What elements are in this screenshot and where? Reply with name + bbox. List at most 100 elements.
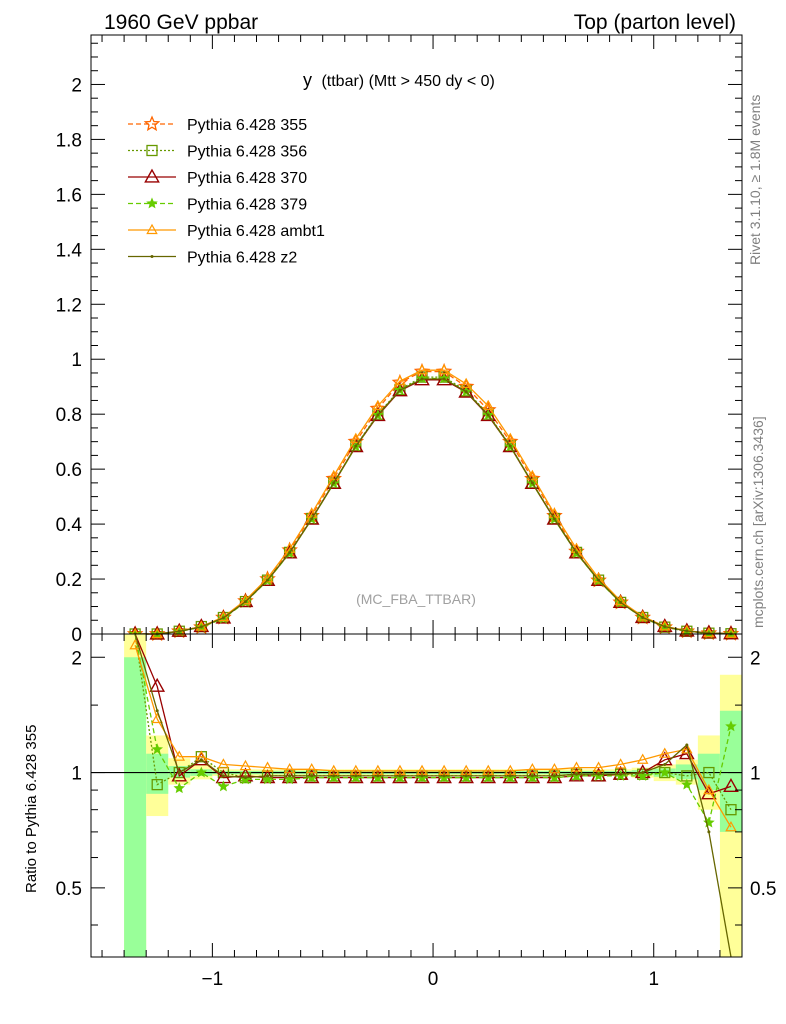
ratio-point-s379: [681, 778, 693, 790]
ratio-series-line-s379: [134, 633, 732, 825]
data-point-ambt1: [482, 399, 494, 411]
legend: Pythia 6.428 355 Pythia 6.428 356 Pythia 6…: [128, 115, 325, 267]
ratio-plot-area: [91, 633, 742, 958]
main-panel: 0 0.2 0.4 0.6 0.8 1 1.2 1.4 1.6 1.8 2 y (ttbar) (M…: [56, 34, 743, 646]
legend-label-s355: Pythia 6.428 355: [187, 117, 307, 134]
ratio-point-ambt1: [592, 761, 605, 772]
ratio-point-z2: [641, 771, 645, 775]
legend-marker-s379: [146, 197, 158, 209]
ratio-y-tick-label-right: 0.5: [750, 879, 776, 900]
ratio-point-ambt1: [548, 763, 561, 774]
ratio-point-s379: [151, 743, 164, 755]
data-point-z2: [552, 517, 556, 521]
ratio-y-tick-label-right: 2: [750, 648, 761, 669]
data-point-ambt1: [725, 627, 737, 638]
ratio-point-z2: [288, 774, 292, 778]
ratio-point-z2: [199, 758, 203, 762]
data-point-z2: [619, 600, 623, 604]
legend-label-z2: Pythia 6.428 z2: [187, 250, 297, 267]
ratio-x-ticks: −1 0 1: [101, 634, 721, 990]
legend-marker-z2: [150, 255, 154, 258]
ratio-point-ambt1: [504, 764, 517, 776]
plot-title: y (ttbar) (Mtt > 450 dy < 0): [303, 70, 495, 90]
ratio-point-ambt1: [658, 747, 671, 758]
ratio-point-s379: [173, 782, 185, 794]
ratio-point-z2: [486, 774, 490, 778]
ratio-point-ambt1: [350, 764, 362, 776]
data-point-z2: [243, 600, 247, 604]
ratio-point-ambt1: [526, 763, 539, 774]
data-point-z2: [641, 616, 645, 620]
data-point-z2: [398, 388, 402, 392]
y-tick-label: 1: [71, 350, 82, 371]
x-tick-label: 0: [428, 969, 439, 990]
data-point-z2: [663, 625, 667, 629]
ratio-point-s379: [283, 773, 296, 785]
x-tick-label: 1: [648, 969, 659, 990]
ratio-y-tick-label: 1: [71, 764, 82, 785]
y-tick-label: 1.6: [56, 185, 82, 206]
ratio-point-ambt1: [394, 764, 406, 776]
ratio-point-z2: [685, 743, 689, 747]
data-point-ambt1: [438, 363, 450, 375]
ratio-panel: 0.5 0.5 1 1 2 2 −1 0 1 Ratio to Pythia 6.428 35…: [23, 633, 776, 990]
data-point-z2: [530, 481, 534, 485]
ratio-point-s370: [612, 765, 629, 780]
ratio-point-s370: [723, 777, 739, 793]
ratio-point-z2: [530, 774, 534, 778]
ratio-point-z2: [266, 774, 270, 778]
ratio-point-s356: [703, 766, 715, 779]
data-point-ambt1: [504, 432, 517, 444]
mcplots-label: mcplots.cern.ch [arXiv:1306.3436]: [750, 416, 766, 628]
y-tick-label: 1.4: [56, 240, 83, 261]
data-point-z2: [685, 629, 689, 633]
data-point-z2: [420, 377, 424, 381]
y-tick-label: 1.2: [56, 295, 82, 316]
legend-label-ambt1: Pythia 6.428 ambt1: [187, 223, 325, 240]
ratio-point-ambt1: [438, 764, 450, 776]
data-point-ambt1: [305, 507, 318, 518]
ratio-point-z2: [221, 774, 225, 778]
ratio-point-z2: [442, 774, 446, 778]
data-point-z2: [199, 625, 203, 629]
data-point-ambt1: [394, 374, 406, 386]
data-point-z2: [288, 551, 292, 555]
data-point-z2: [310, 517, 314, 521]
data-point-z2: [221, 616, 225, 620]
ratio-series-line-ambt1: [134, 645, 732, 828]
ratio-point-z2: [354, 774, 358, 778]
ratio-frame: [90, 633, 743, 958]
ratio-point-s379: [217, 780, 230, 792]
main-plot-area: [126, 362, 740, 642]
ratio-point-z2: [398, 774, 402, 778]
ratio-point-ambt1: [614, 758, 627, 769]
ratio-y-tick-label: 0.5: [56, 879, 82, 900]
ratio-point-ambt1: [239, 759, 252, 771]
series-line-ambt1: [135, 369, 732, 635]
header-right: Top (parton level): [574, 11, 736, 34]
ratio-point-ambt1: [305, 763, 318, 774]
ratio-point-s379: [703, 816, 715, 828]
ratio-point-ambt1: [173, 750, 186, 761]
ratio-point-z2: [464, 774, 468, 778]
ratio-point-s379: [261, 773, 274, 785]
data-point-z2: [266, 578, 270, 582]
x-tick-label: −1: [202, 969, 224, 990]
y-tick-label: 0.4: [56, 515, 83, 536]
plot-title-variable: y: [303, 70, 312, 90]
ratio-point-z2: [376, 774, 380, 778]
series-line-z2: [135, 378, 732, 635]
ratio-point-s356: [151, 778, 163, 791]
legend-label-s370: Pythia 6.428 370: [187, 170, 307, 187]
ratio-point-z2: [552, 774, 556, 778]
data-point-z2: [332, 481, 336, 485]
data-point-z2: [574, 551, 578, 555]
y-tick-label: 0: [71, 625, 82, 646]
ratio-series-line-z2: [134, 633, 732, 958]
ratio-point-z2: [574, 772, 578, 776]
ratio-point-ambt1: [725, 820, 737, 832]
ratio-point-s379: [725, 720, 737, 732]
ratio-y-ticks: 0.5 0.5 1 1 2 2: [56, 648, 776, 926]
data-point-z2: [508, 444, 512, 448]
ratio-point-ambt1: [261, 761, 274, 772]
